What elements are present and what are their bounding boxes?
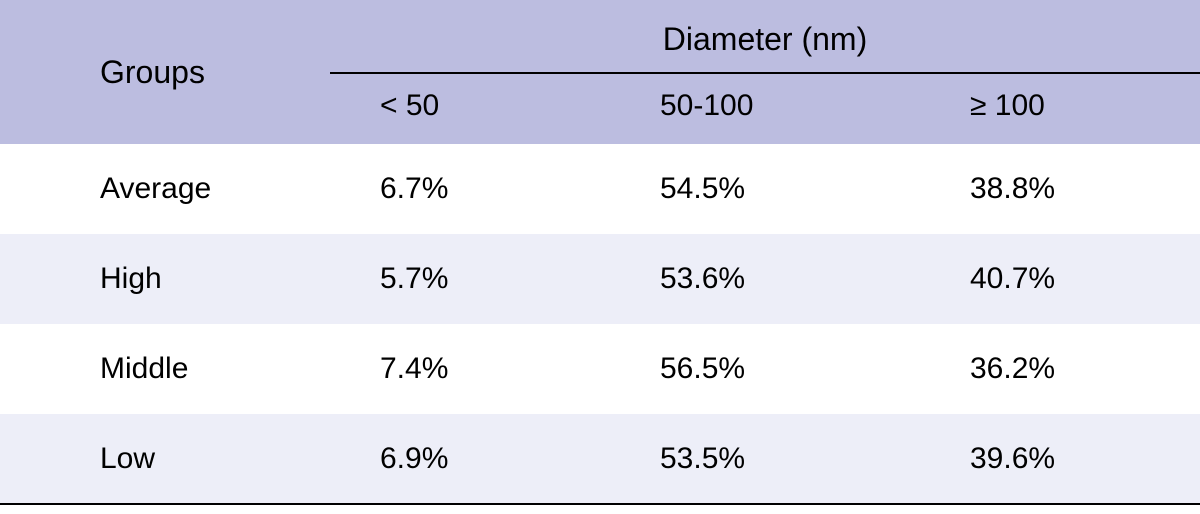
- row-value: 5.7%: [330, 234, 610, 324]
- table-row: Low 6.9% 53.5% 39.6%: [0, 414, 1200, 504]
- diameter-spanning-header: Diameter (nm): [330, 0, 1200, 74]
- subheader-50-100: 50-100: [610, 74, 920, 144]
- diameter-header-underline: [330, 72, 1200, 74]
- diameter-header-label: Diameter (nm): [663, 21, 867, 57]
- row-label: Average: [0, 144, 330, 234]
- row-value: 38.8%: [920, 144, 1200, 234]
- table-row: Average 6.7% 54.5% 38.8%: [0, 144, 1200, 234]
- row-value: 6.9%: [330, 414, 610, 504]
- subheader-lt50: < 50: [330, 74, 610, 144]
- subheader-gte100: ≥ 100: [920, 74, 1200, 144]
- row-value: 6.7%: [330, 144, 610, 234]
- row-label: Middle: [0, 324, 330, 414]
- row-value: 56.5%: [610, 324, 920, 414]
- table-header-row: Groups Diameter (nm): [0, 0, 1200, 74]
- row-value: 54.5%: [610, 144, 920, 234]
- groups-column-header: Groups: [0, 0, 330, 144]
- diameter-groups-table: Groups Diameter (nm) < 50 50-100 ≥ 100 A…: [0, 0, 1200, 505]
- row-label: Low: [0, 414, 330, 504]
- row-value: 53.5%: [610, 414, 920, 504]
- row-value: 7.4%: [330, 324, 610, 414]
- row-value: 39.6%: [920, 414, 1200, 504]
- table-row: High 5.7% 53.6% 40.7%: [0, 234, 1200, 324]
- row-label: High: [0, 234, 330, 324]
- row-value: 40.7%: [920, 234, 1200, 324]
- row-value: 36.2%: [920, 324, 1200, 414]
- row-value: 53.6%: [610, 234, 920, 324]
- table-row: Middle 7.4% 56.5% 36.2%: [0, 324, 1200, 414]
